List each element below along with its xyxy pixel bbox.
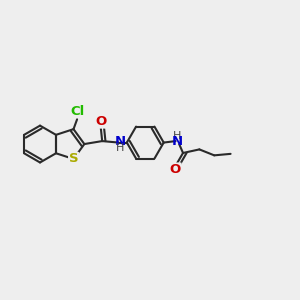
- Text: H: H: [173, 131, 181, 141]
- Text: S: S: [69, 152, 78, 166]
- Text: H: H: [116, 143, 124, 153]
- Text: Cl: Cl: [71, 105, 85, 118]
- Text: N: N: [172, 135, 183, 148]
- Text: O: O: [170, 163, 181, 176]
- Text: N: N: [114, 135, 126, 148]
- Text: O: O: [95, 115, 106, 128]
